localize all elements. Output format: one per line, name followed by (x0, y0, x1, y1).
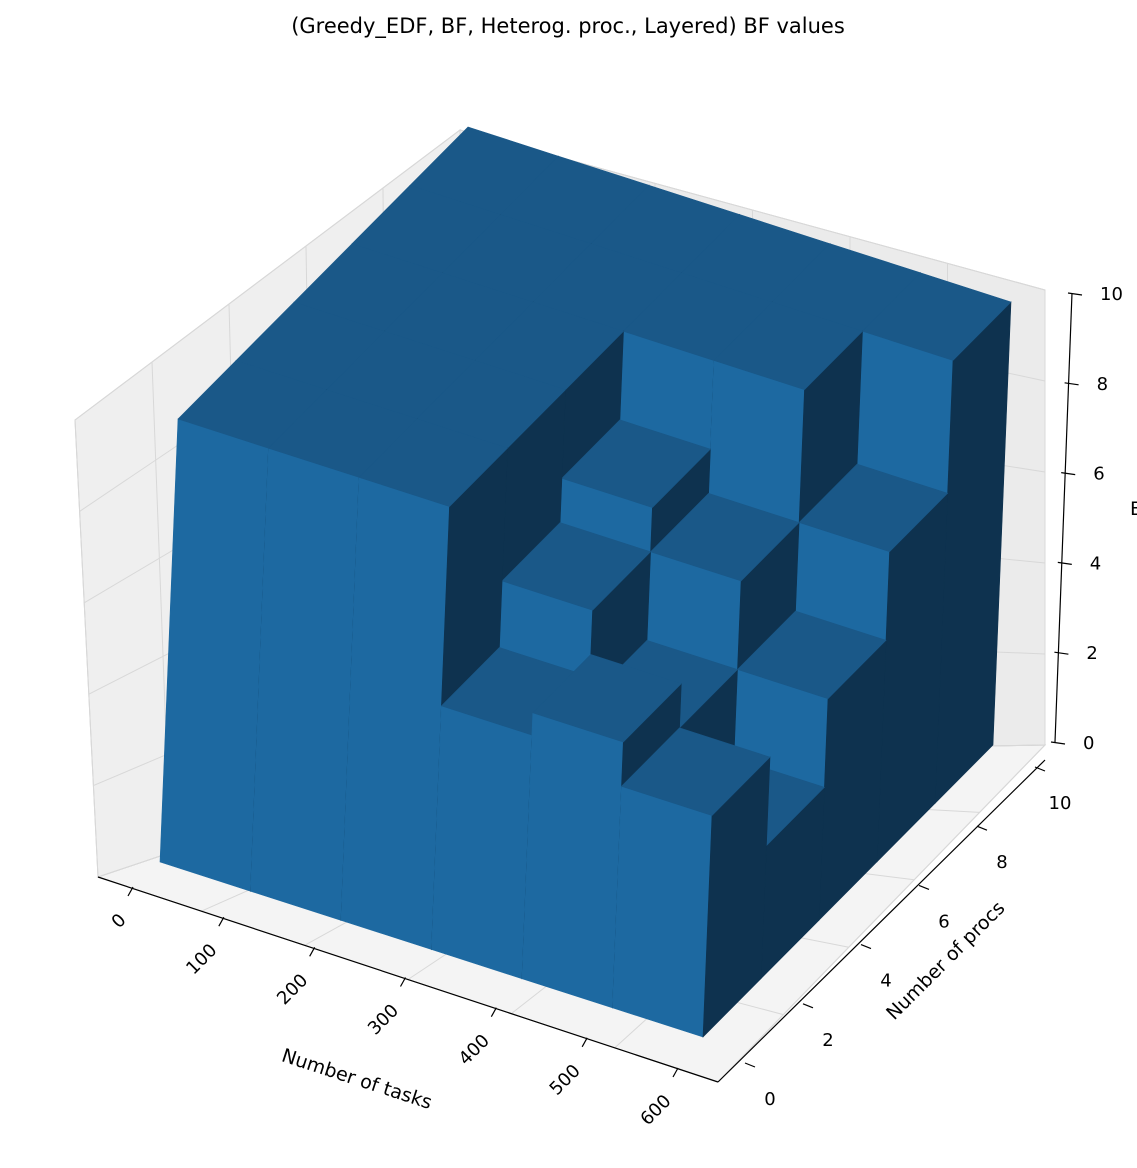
z-tick (1057, 561, 1072, 565)
bar-top-face (358, 418, 509, 507)
y-tick (976, 825, 988, 831)
bar-top-face (861, 272, 1012, 361)
x-tick (309, 947, 316, 957)
y-tick (744, 1062, 756, 1068)
bar-cell (612, 727, 771, 1038)
bar-top-face (532, 654, 682, 743)
bars-group (159, 126, 1012, 1038)
y-tick-label: 4 (880, 971, 891, 992)
bar-top-face (736, 610, 887, 700)
bar-top-face (650, 493, 800, 582)
z-tick (1061, 472, 1076, 476)
chart-title: (Greedy_EDF, BF, Heterog. proc., Layered… (291, 14, 845, 39)
y-tick-label: 2 (822, 1030, 833, 1051)
y-tick (802, 1003, 814, 1009)
x-axis-line (97, 876, 719, 1083)
bar-front-face (250, 447, 360, 921)
bar-top-face (713, 301, 864, 390)
z-axis-label: BF (1130, 498, 1137, 520)
x-tick-label: 300 (364, 1000, 403, 1039)
z-tick-label: 0 (1083, 733, 1094, 754)
x-axis-label: Number of tasks (279, 1045, 435, 1114)
grid-line (74, 129, 461, 421)
y-tick-label: 8 (996, 852, 1007, 873)
bar-top-face (620, 727, 771, 816)
x-tick (490, 1007, 497, 1017)
grid-line (717, 744, 1046, 1083)
bar-top-face (501, 522, 652, 611)
z-tick-label: 8 (1097, 374, 1108, 395)
grid-line (74, 419, 99, 878)
bar-front-face (340, 476, 450, 950)
bar-front-face (431, 705, 533, 980)
x-tick (672, 1067, 679, 1078)
y-axis-line (717, 759, 1046, 1083)
x-tick-label: 0 (108, 910, 131, 933)
x-tick-label: 600 (636, 1091, 675, 1130)
y-tick-label: 10 (1049, 793, 1072, 814)
x-tick-label: 400 (455, 1030, 494, 1069)
z-tick-label: 6 (1093, 464, 1104, 485)
y-tick-label: 0 (764, 1089, 775, 1110)
z-tick (1064, 382, 1079, 386)
y-tick (860, 944, 872, 950)
bar-top-face (561, 419, 711, 508)
z-tick (1067, 292, 1083, 296)
y-tick-label: 6 (938, 911, 949, 932)
y-tick (1034, 766, 1046, 772)
z-tick (1054, 651, 1069, 655)
x-tick-label: 500 (546, 1061, 585, 1100)
bar-front-face (159, 418, 269, 892)
x-tick (581, 1037, 588, 1048)
z-tick (1050, 741, 1066, 745)
z-tick-label: 10 (1100, 284, 1123, 305)
x-tick-label: 100 (182, 940, 221, 979)
x-tick (399, 977, 407, 987)
bar-top-face (798, 463, 949, 553)
bar-front-face (521, 712, 624, 1009)
x-tick (127, 886, 134, 897)
x-tick-label: 200 (273, 970, 312, 1009)
z-tick-label: 2 (1086, 643, 1097, 664)
y-tick (918, 884, 930, 890)
x-tick (218, 916, 225, 927)
bar-front-face (612, 785, 713, 1038)
z-axis-line (1054, 292, 1073, 743)
z-tick-label: 4 (1090, 553, 1101, 574)
